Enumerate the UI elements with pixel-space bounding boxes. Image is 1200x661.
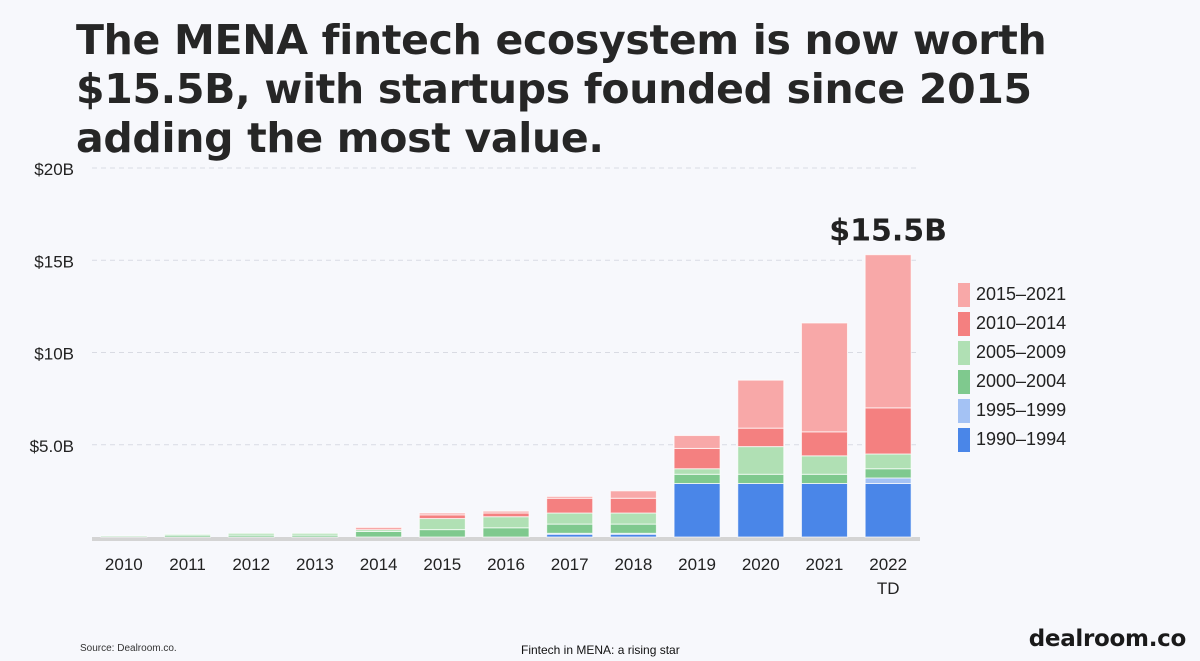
bar-segment-2015-2 xyxy=(418,529,466,538)
y-tick-label: $15B xyxy=(34,252,74,271)
bar-segment-2016-2 xyxy=(482,527,530,538)
y-tick-label: $5.0B xyxy=(30,437,74,456)
legend-label: 1990–1994 xyxy=(976,429,1067,449)
bar-segment-2018-5 xyxy=(609,490,657,499)
x-tick-label: 2014 xyxy=(360,555,398,574)
x-tick-label: 2017 xyxy=(551,555,589,574)
legend-label: 2010–2014 xyxy=(976,313,1067,333)
legend-item: 2015–2021 xyxy=(958,280,1066,309)
x-tick-label: 2011 xyxy=(169,555,206,574)
bar-segment-2019-4 xyxy=(673,447,721,470)
bar-segment-2017-2 xyxy=(546,523,594,534)
brand-logo: dealroom.co xyxy=(1028,626,1187,652)
legend-swatch xyxy=(958,427,970,452)
y-tick-label: $10B xyxy=(34,345,74,364)
bar-segment-2015-5 xyxy=(418,512,466,516)
bar-segment-2021-5 xyxy=(800,322,848,433)
x-tick-label: 2019 xyxy=(678,555,716,574)
bar-segment-2020-4 xyxy=(737,427,785,448)
x-tick-label: 2018 xyxy=(614,555,652,574)
bar-segment-2016-4 xyxy=(482,512,530,518)
bar-segment-2021-0 xyxy=(800,482,848,538)
bar-segment-2012-3 xyxy=(227,532,275,536)
bar-segment-2015-4 xyxy=(418,514,466,520)
legend-swatch xyxy=(958,369,970,394)
x-tick-label: 2022 xyxy=(869,555,907,574)
x-tick-sublabel: TD xyxy=(877,579,900,598)
legend-label: 2005–2009 xyxy=(976,342,1067,362)
bar-segment-2017-5 xyxy=(546,495,594,499)
bar-segment-2011-3 xyxy=(164,533,212,536)
bar-segment-2020-5 xyxy=(737,379,785,429)
chart-title: The MENA fintech ecosystem is now worth … xyxy=(76,16,1047,162)
legend-item: 1995–1999 xyxy=(958,396,1066,425)
bar-segment-2019-5 xyxy=(673,435,721,449)
bar-segment-2020-3 xyxy=(737,446,785,475)
caption: Fintech in MENA: a rising star xyxy=(521,643,680,657)
legend-swatch xyxy=(958,282,970,307)
bar-segment-2014-5 xyxy=(355,526,403,529)
bar-segment-2015-3 xyxy=(418,518,466,531)
legend-label: 1995–1999 xyxy=(976,400,1067,420)
bar-segment-2022-4 xyxy=(864,407,912,455)
bar-segment-2016-3 xyxy=(482,516,530,529)
legend-label: 2000–2004 xyxy=(976,371,1067,391)
bar-segment-2021-2 xyxy=(800,473,848,484)
x-axis-baseline xyxy=(92,537,920,541)
bar-segment-2018-4 xyxy=(609,497,657,514)
source-note: Source: Dealroom.co. xyxy=(80,643,177,654)
bar-segment-2017-3 xyxy=(546,512,594,525)
x-tick-label: 2013 xyxy=(296,555,334,574)
legend-label: 2015–2021 xyxy=(976,284,1067,304)
bar-segment-2019-0 xyxy=(673,482,721,538)
total-annotation: $15.5B xyxy=(829,214,947,249)
x-tick-label: 2021 xyxy=(806,555,844,574)
bar-segment-2022-1 xyxy=(864,477,912,484)
x-tick-label: 2020 xyxy=(742,555,780,574)
legend-swatch xyxy=(958,398,970,423)
legend-item: 2005–2009 xyxy=(958,338,1066,367)
bar-segment-2020-0 xyxy=(737,482,785,538)
x-tick-label: 2016 xyxy=(487,555,525,574)
bar-segment-2010-2 xyxy=(100,535,148,538)
bar-segment-2018-3 xyxy=(609,512,657,525)
bar-segment-2020-2 xyxy=(737,473,785,484)
x-tick-label: 2010 xyxy=(105,555,143,574)
legend-item: 2000–2004 xyxy=(958,367,1066,396)
bar-segment-2022-5 xyxy=(864,254,912,409)
bar-segment-2014-2 xyxy=(355,530,403,538)
x-tick-label: 2012 xyxy=(232,555,270,574)
bar-segment-2017-4 xyxy=(546,497,594,514)
bar-segment-2013-3 xyxy=(291,532,339,536)
x-tick-label: 2015 xyxy=(423,555,461,574)
bar-segment-2022-2 xyxy=(864,468,912,479)
legend: 2015–2021 2010–2014 2005–2009 2000–2004 1995… xyxy=(958,280,1066,454)
bar-segment-2021-4 xyxy=(800,431,848,457)
legend-item: 1990–1994 xyxy=(958,425,1066,454)
bar-segment-2021-3 xyxy=(800,455,848,475)
bar-segment-2022-3 xyxy=(864,453,912,470)
bar-segment-2019-3 xyxy=(673,468,721,475)
legend-swatch xyxy=(958,340,970,365)
y-tick-label: $20B xyxy=(34,160,74,179)
legend-swatch xyxy=(958,311,970,336)
bar-segment-2022-0 xyxy=(864,482,912,538)
bar-segment-2018-2 xyxy=(609,523,657,534)
legend-item: 2010–2014 xyxy=(958,309,1066,338)
bar-segment-2016-5 xyxy=(482,510,530,514)
bar-segment-2019-2 xyxy=(673,473,721,484)
